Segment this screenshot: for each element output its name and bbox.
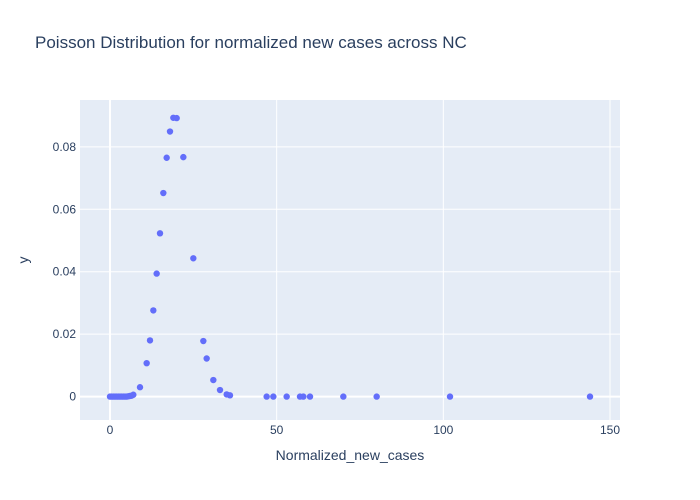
data-point [263, 393, 270, 400]
y-tick-label: 0 [69, 390, 76, 404]
data-point [210, 376, 217, 384]
data-point [173, 114, 180, 122]
data-point [203, 355, 210, 362]
data-point [160, 189, 167, 197]
data-point [586, 393, 594, 400]
data-point [200, 337, 207, 345]
data-point [156, 230, 164, 237]
y-tick-labels: 0 0.02 0.04 0.06 0.08 [53, 140, 77, 404]
y-tick-label: 0.04 [53, 265, 77, 279]
data-point [300, 393, 307, 400]
data-point [216, 386, 224, 394]
y-grid [80, 146, 620, 398]
data-point [226, 392, 234, 399]
x-axis-title: Normalized_new_cases [276, 447, 425, 463]
x-tick-labels: 0 50 100 150 [107, 423, 621, 437]
y-axis-title: y [15, 257, 31, 264]
data-point [136, 384, 144, 391]
data-point [150, 307, 157, 314]
x-tick-label: 0 [107, 423, 114, 437]
plot-background [80, 100, 620, 420]
data-point [163, 154, 170, 161]
data-point [340, 393, 347, 400]
scatter-series [106, 114, 594, 400]
data-point [180, 153, 187, 161]
data-point [306, 393, 314, 400]
y-tick-label: 0.06 [53, 202, 77, 216]
data-point [146, 337, 154, 344]
data-point [270, 393, 277, 400]
x-grid [109, 100, 611, 420]
y-tick-label: 0.08 [53, 140, 77, 154]
y-tick-label: 0.02 [53, 327, 77, 341]
chart-title: Poisson Distribution for normalized new … [35, 33, 467, 52]
data-point [446, 393, 454, 400]
data-point [373, 393, 380, 400]
x-tick-label: 150 [600, 423, 620, 437]
x-tick-label: 50 [270, 423, 284, 437]
x-tick-label: 100 [433, 423, 453, 437]
data-point [143, 359, 150, 367]
data-point [166, 128, 174, 135]
data-point [283, 393, 290, 400]
data-point [190, 255, 197, 262]
data-point [130, 391, 137, 398]
data-point [153, 270, 160, 277]
